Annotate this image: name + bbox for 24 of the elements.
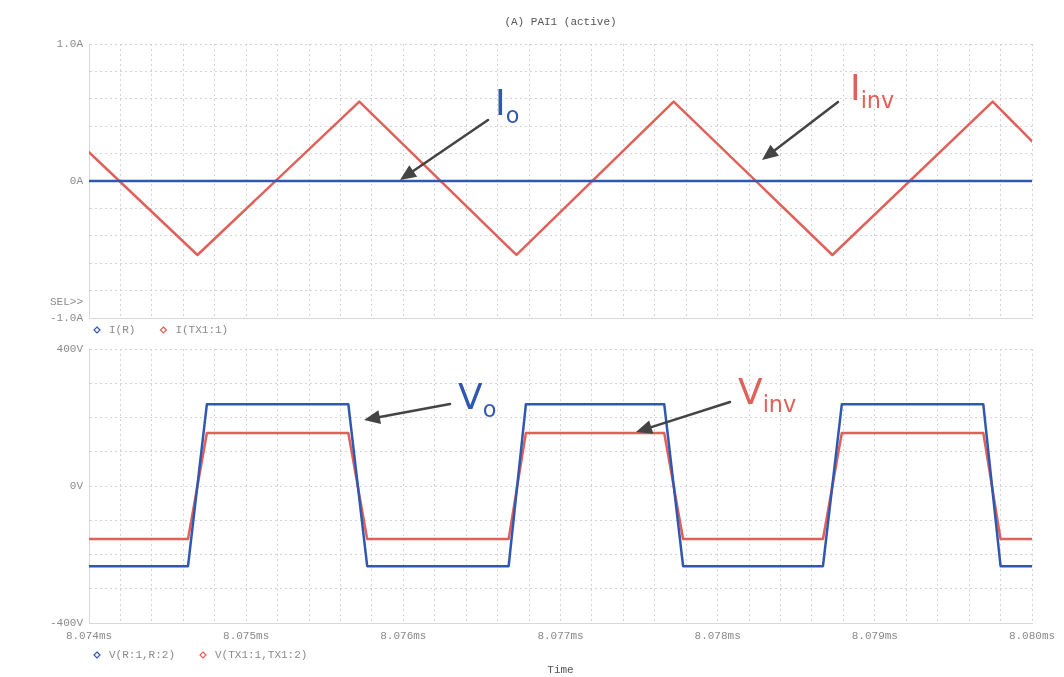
x-tick-label: 8.078ms [694,629,741,642]
y-tick-label: 400V [56,342,84,355]
annotation: V$_{inv}$ [738,371,797,420]
y-tick-label: 1.0A [56,37,84,50]
y-tick-label: 0A [69,174,84,187]
annotation: V$_{o}$ [458,376,497,425]
x-tick-label: 8.080ms [1008,629,1056,642]
annotation: I$_{o}$ [495,82,520,131]
y-tick-label: -400V [49,616,84,629]
y-tick-label: 0V [69,479,84,492]
annotation: I$_{inv}$ [850,67,895,116]
x-tick-label: 8.077ms [537,629,584,642]
legend-label: V(TX1:1,TX1:2) [215,648,308,661]
y-tick-label: -1.0A [49,311,84,324]
x-tick-label: 8.074ms [65,629,113,642]
chart-title: (A) PAI1 (active) [504,15,617,28]
legend-label: V(R:1,R:2) [109,648,176,661]
text: SEL>> [49,295,83,308]
x-tick-label: 8.079ms [851,629,898,642]
legend-label: I(R) [109,323,136,336]
legend-label: I(TX1:1) [175,323,229,336]
x-axis-title: Time [547,663,574,676]
x-tick-label: 8.076ms [380,629,427,642]
x-tick-label: 8.075ms [223,629,270,642]
